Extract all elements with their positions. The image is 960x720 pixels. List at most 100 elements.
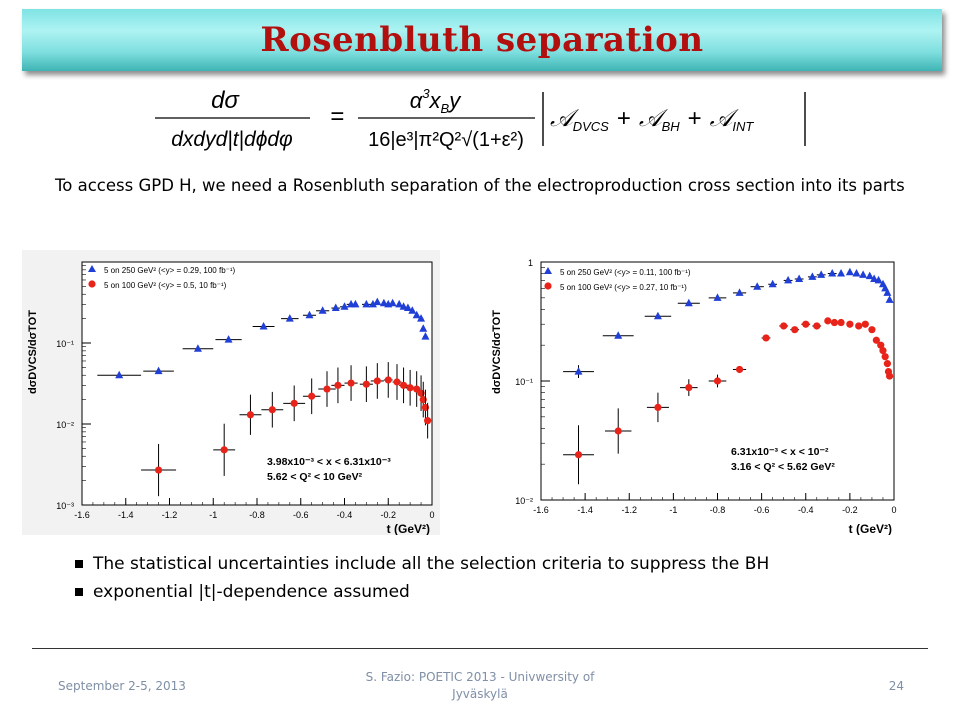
legend-label: 5 on 250 GeV² (<y> = 0.29, 100 fb⁻¹) xyxy=(104,266,236,275)
x-tick-label: -0.4 xyxy=(798,505,814,515)
data-point-triangle xyxy=(753,282,762,290)
amp-int-sub: INT xyxy=(732,119,754,134)
plot-left: -1.6 -1.4 -1.2 -1 -0.8 -0.6 -0.4 -0.2 0 10⁻³ 10⁻² 1… xyxy=(22,250,440,535)
data-point-circle xyxy=(791,326,799,334)
data-point-circle xyxy=(323,385,331,393)
intro-text: To access GPD H, we need a Rosenbluth se… xyxy=(55,176,905,195)
data-point-circle xyxy=(855,322,863,330)
x-tick-label: 0 xyxy=(429,510,434,520)
x-tick-label: -0.2 xyxy=(380,510,396,520)
formula-eq: = xyxy=(330,103,344,130)
amp-plus-1: + xyxy=(617,105,631,132)
data-point-circle xyxy=(824,317,832,325)
data-point-triangle xyxy=(351,299,360,308)
data-point-circle xyxy=(713,377,722,385)
formula-xb-sub: B xyxy=(441,101,450,116)
data-point-triangle xyxy=(395,299,404,308)
data-point-triangle xyxy=(115,370,124,379)
y-tick-label: 1 xyxy=(528,258,533,268)
data-point-triangle xyxy=(852,269,861,277)
data-point-triangle xyxy=(408,306,417,314)
x-tick-label: -0.4 xyxy=(337,510,353,520)
data-point-triangle xyxy=(285,314,294,322)
data-point-triangle xyxy=(653,311,662,320)
footer-divider xyxy=(32,648,928,649)
kinematic-annotation: 5.62 < Q² < 10 GeV² xyxy=(267,471,363,483)
data-point-triangle xyxy=(331,303,340,312)
legend-marker xyxy=(544,267,552,274)
data-point-circle xyxy=(802,320,810,328)
legend-label: 5 on 100 GeV² (<y> = 0.27, 10 fb⁻¹) xyxy=(560,283,687,292)
x-tick-label: -1 xyxy=(669,505,677,515)
page-number: 24 xyxy=(888,679,904,693)
x-tick-label: -0.2 xyxy=(842,505,858,515)
data-point-triangle xyxy=(362,299,371,308)
data-point-circle xyxy=(154,466,163,474)
data-point-triangle xyxy=(808,272,817,280)
y-tick-label: 10⁻¹ xyxy=(56,339,74,349)
title-bar: Rosenbluth separation xyxy=(22,9,942,71)
data-point-circle xyxy=(246,411,255,419)
data-point-circle xyxy=(846,320,854,328)
x-tick-label: -1.6 xyxy=(74,510,90,520)
x-tick-label: -1.4 xyxy=(118,510,134,520)
amp-bh-sub: BH xyxy=(662,119,681,134)
y-tick-label: 10⁻² xyxy=(56,420,74,430)
data-point-circle xyxy=(762,334,770,342)
legend-marker xyxy=(544,282,552,290)
data-point-circle xyxy=(881,353,889,361)
data-point-triangle xyxy=(885,295,894,303)
legend-marker xyxy=(88,280,96,288)
kinematic-annotation: 3.16 < Q² < 5.62 GeV² xyxy=(731,461,835,473)
data-point-triangle xyxy=(224,335,233,343)
data-point-circle xyxy=(654,403,662,411)
formula-alpha-exp: 3 xyxy=(422,86,430,101)
data-point-triangle xyxy=(340,302,349,310)
data-point-circle xyxy=(406,384,414,392)
data-point-circle xyxy=(384,376,392,384)
x-tick-label: -0.6 xyxy=(754,505,770,515)
data-point-triangle xyxy=(305,310,314,319)
data-point-triangle xyxy=(399,302,408,310)
data-point-circle xyxy=(334,381,342,389)
data-point-circle xyxy=(883,360,891,368)
data-point-circle xyxy=(837,318,845,327)
data-point-triangle xyxy=(735,288,744,296)
footer-date: September 2-5, 2013 xyxy=(58,679,186,693)
amp-plus-2: + xyxy=(688,105,702,132)
data-point-triangle xyxy=(784,275,793,284)
data-point-circle xyxy=(830,318,839,327)
x-tick-label: -1.2 xyxy=(162,510,178,520)
data-point-circle xyxy=(885,372,894,380)
footer-author: S. Fazio: POETIC 2013 - Univwersity of J… xyxy=(365,670,595,701)
x-tick-label: -1.6 xyxy=(533,505,549,515)
data-point-triangle xyxy=(574,367,583,375)
y-axis-label: dσDVCS/dσTOT xyxy=(27,310,39,394)
data-point-circle xyxy=(685,384,693,392)
data-point-triangle xyxy=(713,293,722,301)
data-point-circle xyxy=(861,320,869,328)
data-point-triangle xyxy=(859,270,868,278)
data-point-triangle xyxy=(865,271,874,280)
data-point-triangle xyxy=(421,332,430,340)
formula-alpha: α xyxy=(410,88,424,113)
data-point-triangle xyxy=(259,321,268,330)
bullet-item: The statistical uncertainties include al… xyxy=(75,550,769,578)
data-point-triangle xyxy=(795,274,804,282)
data-point-circle xyxy=(614,427,622,435)
y-axis-label: dσDVCS/dσTOT xyxy=(491,310,503,394)
legend-label: 5 on 100 GeV² (<y> = 0.5, 10 fb⁻¹) xyxy=(104,281,227,290)
data-point-triangle xyxy=(837,269,846,277)
formula-y: y xyxy=(447,88,462,113)
data-point-circle xyxy=(268,406,276,414)
data-point-circle xyxy=(362,380,370,388)
x-tick-label: -0.6 xyxy=(293,510,309,520)
data-point-triangle xyxy=(614,331,623,339)
x-axis-label: t (GeV²) xyxy=(387,522,430,535)
x-tick-label: -0.8 xyxy=(710,505,726,515)
data-point-triangle xyxy=(874,275,883,284)
data-point-triangle xyxy=(412,310,421,319)
plot-right: -1.6 -1.4 -1.2 -1 -0.8 -0.6 -0.4 -0.2 0 10⁻² 10⁻¹ 1… xyxy=(486,250,906,535)
data-point-circle xyxy=(780,322,788,330)
kinematic-annotation: 3.98x10⁻³ < x < 6.31x10⁻³ xyxy=(267,456,391,468)
